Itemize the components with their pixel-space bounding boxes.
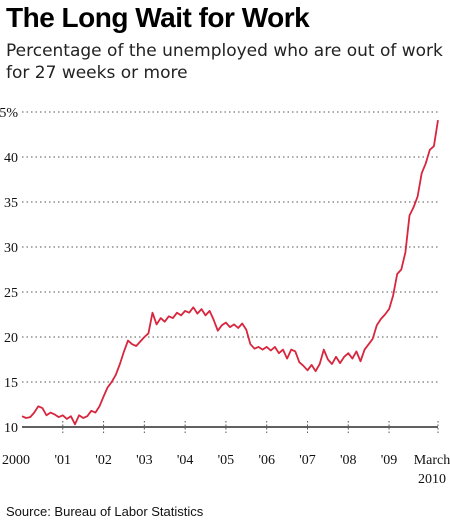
y-tick-label: 20 (4, 331, 18, 346)
x-tick-label: '02 (95, 453, 112, 468)
y-tick-label: 25 (4, 286, 18, 301)
y-tick-label: 15 (4, 376, 18, 391)
x-tick-label: '01 (55, 453, 72, 468)
axes (22, 421, 439, 433)
chart-subtitle: Percentage of the unemployed who are out… (6, 41, 443, 83)
x-tick-label: March (414, 453, 450, 468)
y-tick-label: 35 (4, 196, 18, 211)
x-tick-label: '06 (258, 453, 275, 468)
line-chart: 10 15 20 25 30 35 40 45% 2000 '01 '02 '03 '04 '05 '06… (0, 106, 450, 487)
x-tick-label: '07 (299, 453, 316, 468)
gridlines (22, 111, 438, 383)
y-tick-labels: 10 15 20 25 30 35 40 45% (0, 106, 18, 436)
source-note: Source: Bureau of Labor Statistics (6, 504, 204, 519)
chart-title: The Long Wait for Work (6, 2, 310, 33)
x-tick-label: '05 (218, 453, 235, 468)
y-tick-label: 10 (4, 421, 18, 436)
x-tick-label: '04 (177, 453, 194, 468)
x-tick-label: '03 (136, 453, 153, 468)
x-tick-labels: 2000 '01 '02 '03 '04 '05 '06 '07 '08 '09 March 2010 (2, 453, 450, 487)
x-tick-label: '08 (340, 453, 357, 468)
y-tick-label: 45% (0, 106, 18, 121)
x-tick-label: '09 (381, 453, 398, 468)
y-tick-label: 40 (4, 151, 18, 166)
x-tick-label: 2000 (2, 453, 30, 468)
y-tick-label: 30 (4, 241, 18, 256)
series (21, 119, 439, 426)
x-tick-label-year: 2010 (418, 472, 446, 487)
series-line (21, 119, 439, 426)
